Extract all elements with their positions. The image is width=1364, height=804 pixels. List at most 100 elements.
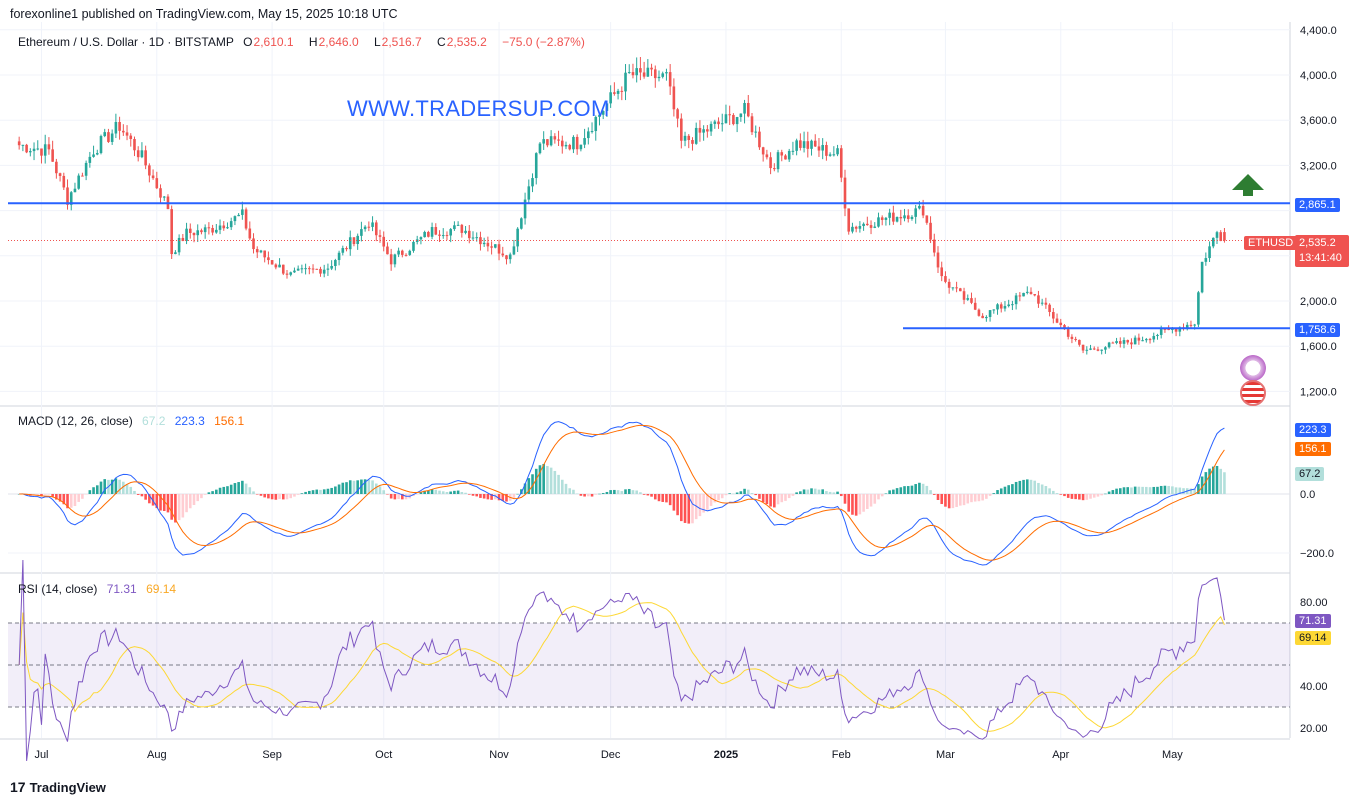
macd-histogram-bar (903, 486, 906, 494)
macd-histogram-bar (940, 494, 944, 505)
candle-body (1070, 336, 1074, 339)
published-line: forexonline1 published on TradingView.co… (10, 7, 398, 21)
candle-body (560, 140, 564, 147)
candle (527, 179, 531, 204)
candle-body (1178, 327, 1182, 332)
candle (1156, 333, 1159, 340)
candle (62, 172, 66, 190)
macd-histogram-bar (494, 494, 497, 500)
candle-body (92, 154, 95, 157)
macd-histogram-bar (449, 491, 452, 494)
time-axis-label: Mar (936, 749, 955, 761)
macd-histogram-bar (1029, 479, 1033, 494)
candle-body (1044, 302, 1048, 305)
price-tick-label: 4,400.0 (1300, 25, 1337, 37)
candle (107, 128, 110, 143)
macd-histogram-bar (527, 478, 531, 494)
candle (1070, 334, 1074, 344)
macd-histogram-bar (363, 479, 367, 494)
candle-body (226, 227, 229, 229)
rsi-axis-tag: 71.31 (1295, 614, 1331, 628)
candle-body (218, 225, 222, 230)
candle-body (270, 260, 274, 265)
candle (650, 63, 653, 77)
candle (1059, 318, 1063, 329)
candle (932, 233, 936, 257)
candle-body (404, 254, 408, 256)
candle-body (1141, 340, 1144, 342)
candle-body (620, 90, 624, 92)
candle-body (1223, 232, 1226, 241)
rsi-tick-label: 40.00 (1300, 681, 1328, 693)
macd-histogram-bar (884, 493, 888, 494)
candle-body (627, 72, 631, 74)
candle-body (698, 127, 702, 133)
macd-histogram-bar (244, 483, 248, 494)
footer: 17 TradingView (10, 779, 106, 795)
symbol-title[interactable]: Ethereum / U.S. Dollar · 1D · BITSTAMP (18, 35, 234, 49)
macd-histogram-bar (374, 483, 378, 494)
macd-histogram-bar (192, 494, 196, 505)
candle (892, 205, 895, 225)
candle-body (1107, 342, 1111, 348)
candle (136, 146, 140, 162)
candle-body (1185, 324, 1189, 329)
macd-histogram-bar (858, 494, 862, 515)
macd-histogram-bar (1167, 485, 1170, 494)
macd-histogram-bar (918, 482, 921, 494)
candle (423, 230, 426, 238)
macd-histogram-bar (590, 494, 594, 497)
candle-body (817, 146, 821, 151)
candle (185, 222, 188, 245)
candle-body (828, 154, 832, 156)
macd-title[interactable]: MACD (12, 26, close) (18, 414, 133, 428)
candle-body (315, 268, 319, 270)
candle (944, 271, 947, 284)
macd-histogram-bar (1070, 494, 1074, 499)
candle-body (467, 230, 471, 239)
candle (568, 143, 572, 151)
candle-body (58, 173, 62, 176)
candle (955, 281, 958, 293)
macd-histogram-bar (222, 486, 226, 494)
candle (680, 113, 683, 149)
tradingview-brand[interactable]: TradingView (29, 779, 106, 795)
candle (226, 222, 229, 229)
macd-histogram-bar (1115, 488, 1118, 494)
macd-histogram-bar (467, 494, 471, 495)
candle-body (211, 227, 214, 233)
macd-histogram-bar (397, 494, 400, 500)
macd-histogram-bar (512, 494, 516, 499)
macd-histogram-bar (401, 494, 404, 500)
candle-body (456, 224, 460, 226)
candle-body (520, 218, 523, 229)
candle (776, 149, 780, 173)
macd-histogram-bar (657, 494, 661, 502)
candle-body (374, 222, 378, 236)
macd-histogram-bar (341, 482, 345, 494)
candle (237, 213, 240, 217)
candle-body (95, 153, 99, 155)
candle (203, 224, 207, 239)
time-axis-label: Sep (262, 749, 282, 761)
lightning-icon[interactable] (1240, 355, 1266, 381)
macd-histogram-bar (713, 494, 717, 503)
candle-body (709, 123, 713, 132)
rsi-title[interactable]: RSI (14, close) (18, 582, 98, 596)
macd-histogram-bar (1011, 484, 1014, 494)
candle-body (932, 239, 936, 253)
candle-body (170, 209, 173, 255)
macd-histogram-bar (159, 494, 162, 511)
candle (300, 264, 304, 274)
candle-body (1037, 295, 1040, 304)
price-tick-label: 4,000.0 (1300, 70, 1337, 82)
candle-body (758, 131, 761, 148)
us-flag-icon[interactable] (1240, 380, 1266, 406)
macd-histogram-bar (471, 494, 475, 496)
candle-body (449, 229, 452, 236)
candle (1211, 237, 1215, 249)
macd-histogram-bar (847, 494, 851, 512)
signal-axis-tag: 156.1 (1295, 442, 1331, 456)
macd-histogram-bar (787, 494, 791, 499)
